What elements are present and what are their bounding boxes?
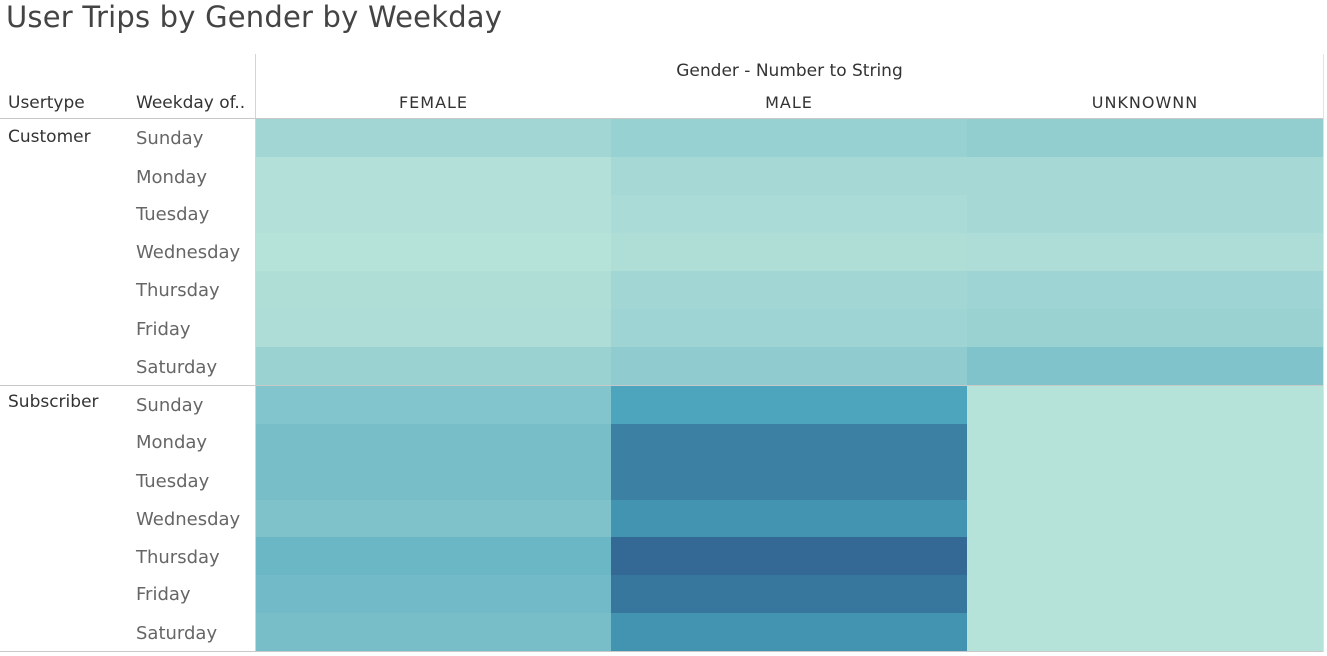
- heatmap-cell-subscriber-monday-unknownn[interactable]: [967, 424, 1323, 462]
- weekday-label: Sunday: [136, 395, 204, 416]
- weekday-label: Tuesday: [136, 204, 210, 225]
- pane-border-right: [1323, 54, 1324, 652]
- usertype-label-customer: Customer: [8, 127, 91, 147]
- heatmap-cell-subscriber-friday-female[interactable]: [256, 575, 611, 613]
- heatmap-cell-customer-sunday-unknownn[interactable]: [967, 119, 1323, 157]
- heatmap-cell-customer-tuesday-unknownn[interactable]: [967, 195, 1323, 233]
- row-field-label-weekday: Weekday of..: [136, 93, 246, 113]
- heatmap-cell-subscriber-saturday-male[interactable]: [611, 613, 967, 651]
- heatmap-cell-subscriber-sunday-female[interactable]: [256, 386, 611, 424]
- weekday-label: Thursday: [136, 547, 220, 568]
- weekday-label: Saturday: [136, 623, 218, 644]
- heatmap-cell-subscriber-sunday-male[interactable]: [611, 386, 967, 424]
- heatmap-cell-customer-thursday-male[interactable]: [611, 271, 967, 309]
- chart-title: User Trips by Gender by Weekday: [6, 0, 503, 34]
- heatmap-cell-customer-monday-female[interactable]: [256, 157, 611, 195]
- column-field-label: Gender - Number to String: [676, 61, 903, 81]
- heatmap-cell-subscriber-wednesday-female[interactable]: [256, 500, 611, 537]
- column-header-male: MALE: [765, 93, 813, 112]
- heatmap-cell-customer-wednesday-female[interactable]: [256, 233, 611, 271]
- group-divider: [0, 385, 1323, 386]
- heatmap-cell-subscriber-saturday-unknownn[interactable]: [967, 613, 1323, 651]
- weekday-label: Wednesday: [136, 509, 241, 530]
- heatmap-cell-customer-sunday-male[interactable]: [611, 119, 967, 157]
- heatmap-cell-customer-monday-unknownn[interactable]: [967, 157, 1323, 195]
- heatmap-cell-customer-wednesday-male[interactable]: [611, 233, 967, 271]
- heatmap-cell-customer-saturday-unknownn[interactable]: [967, 347, 1323, 385]
- weekday-label: Monday: [136, 167, 208, 188]
- heatmap-cell-customer-wednesday-unknownn[interactable]: [967, 233, 1323, 271]
- heatmap-cell-customer-friday-female[interactable]: [256, 309, 611, 347]
- heatmap-cell-customer-thursday-female[interactable]: [256, 271, 611, 309]
- heatmap-cell-subscriber-saturday-female[interactable]: [256, 613, 611, 651]
- heatmap-cell-subscriber-tuesday-female[interactable]: [256, 462, 611, 500]
- heatmap-cell-subscriber-wednesday-male[interactable]: [611, 500, 967, 537]
- weekday-label: Monday: [136, 432, 208, 453]
- heatmap-cell-customer-friday-male[interactable]: [611, 309, 967, 347]
- heatmap-cell-customer-tuesday-female[interactable]: [256, 195, 611, 233]
- heatmap-cell-subscriber-monday-male[interactable]: [611, 424, 967, 462]
- heatmap-cell-customer-sunday-female[interactable]: [256, 119, 611, 157]
- weekday-label: Wednesday: [136, 242, 241, 263]
- column-header-unknown: UNKNOWNN: [1091, 93, 1199, 112]
- weekday-label: Friday: [136, 584, 191, 605]
- heatmap-cell-subscriber-friday-male[interactable]: [611, 575, 967, 613]
- heatmap-cell-customer-thursday-unknownn[interactable]: [967, 271, 1323, 309]
- heatmap-cell-subscriber-wednesday-unknownn[interactable]: [967, 500, 1323, 537]
- heatmap-cell-customer-tuesday-male[interactable]: [611, 195, 967, 233]
- heatmap-cell-subscriber-monday-female[interactable]: [256, 424, 611, 462]
- bottom-border: [0, 651, 1323, 652]
- heatmap-cell-customer-friday-unknownn[interactable]: [967, 309, 1323, 347]
- heatmap-cell-customer-monday-male[interactable]: [611, 157, 967, 195]
- pane-divider-vertical: [255, 54, 256, 652]
- heatmap-cell-subscriber-tuesday-unknownn[interactable]: [967, 462, 1323, 500]
- row-field-label-usertype: Usertype: [8, 93, 85, 113]
- heatmap-cell-customer-saturday-male[interactable]: [611, 347, 967, 385]
- weekday-label: Friday: [136, 319, 191, 340]
- heatmap-cell-subscriber-tuesday-male[interactable]: [611, 462, 967, 500]
- weekday-label: Saturday: [136, 357, 218, 378]
- weekday-label: Tuesday: [136, 471, 210, 492]
- heatmap-cell-subscriber-thursday-unknownn[interactable]: [967, 537, 1323, 575]
- usertype-label-subscriber: Subscriber: [8, 392, 99, 412]
- heatmap-cell-subscriber-thursday-female[interactable]: [256, 537, 611, 575]
- weekday-label: Thursday: [136, 280, 220, 301]
- heatmap-cell-subscriber-thursday-male[interactable]: [611, 537, 967, 575]
- header-divider: [0, 118, 1323, 119]
- heatmap-cell-customer-saturday-female[interactable]: [256, 347, 611, 385]
- heatmap-cell-subscriber-friday-unknownn[interactable]: [967, 575, 1323, 613]
- column-header-female: FEMALE: [398, 93, 469, 112]
- heatmap-cell-subscriber-sunday-unknownn[interactable]: [967, 386, 1323, 424]
- weekday-label: Sunday: [136, 128, 204, 149]
